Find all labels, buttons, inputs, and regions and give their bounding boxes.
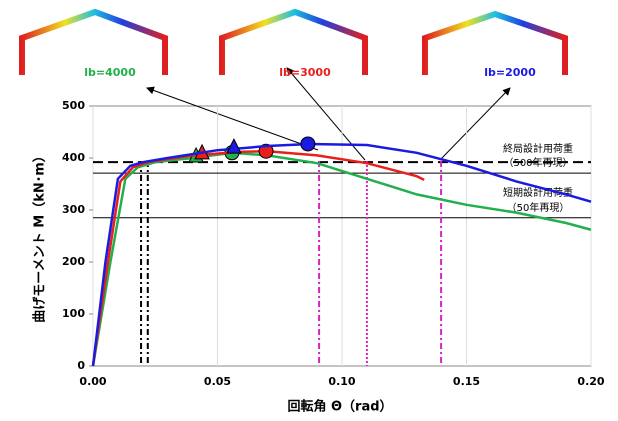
y-tick-label: 0 bbox=[77, 359, 85, 372]
x-tick-label: 0.10 bbox=[328, 375, 355, 388]
y-tick-label: 100 bbox=[62, 307, 85, 320]
series-label: lb=3000 bbox=[279, 66, 331, 79]
x-axis-label: 回転角 Θ（rad） bbox=[287, 399, 392, 415]
y-axis-label: 曲げモーメント M（kN･m） bbox=[32, 149, 48, 323]
x-tick-label: 0.00 bbox=[79, 375, 106, 388]
annotation: 終局設計用荷重 bbox=[503, 142, 573, 155]
series-line bbox=[93, 151, 424, 366]
series-label: lb=4000 bbox=[84, 66, 136, 79]
y-tick-label: 400 bbox=[62, 151, 85, 164]
x-tick-label: 0.05 bbox=[204, 375, 231, 388]
y-tick-label: 500 bbox=[62, 99, 85, 112]
circle-marker bbox=[301, 137, 315, 151]
y-tick-label: 200 bbox=[62, 255, 85, 268]
series-label: lb=2000 bbox=[484, 66, 536, 79]
x-tick-label: 0.15 bbox=[453, 375, 480, 388]
x-tick-label: 0.20 bbox=[577, 375, 604, 388]
y-tick-label: 300 bbox=[62, 203, 85, 216]
chart: 回転角 Θ（rad） 曲げモーメント M（kN･m） 終局設計用荷重 （500年… bbox=[0, 0, 618, 417]
